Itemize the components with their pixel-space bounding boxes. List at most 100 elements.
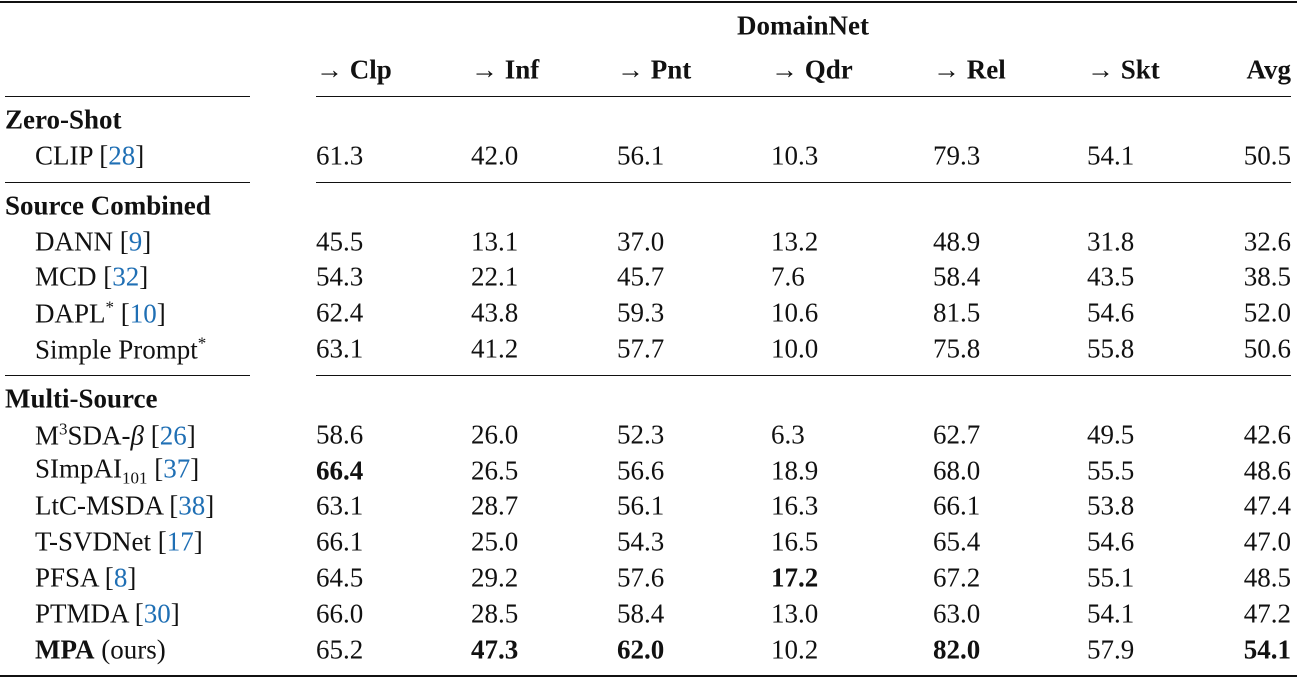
value-cell: 55.1: [1087, 562, 1135, 593]
value-cell: 75.8: [933, 333, 981, 364]
value-cell: 67.2: [933, 562, 981, 593]
value-cell: 17.2: [771, 562, 819, 593]
value-cell: 29.2: [471, 562, 519, 593]
value-cell: 62.0: [617, 634, 665, 665]
value-cell: 49.5: [1087, 419, 1135, 450]
column-header: → Qdr: [771, 56, 853, 84]
rule: [0, 674, 1297, 677]
value-cell: 37.0: [617, 226, 665, 257]
value-cell: 81.5: [933, 297, 981, 328]
value-cell: 48.6: [1243, 455, 1291, 486]
method-part: ]: [156, 298, 166, 329]
method-part: ]: [170, 598, 180, 629]
method-part: 3: [59, 419, 68, 439]
value-cell: 58.6: [316, 419, 364, 450]
method-name: MCD [32]: [35, 263, 148, 291]
method-part: [: [114, 298, 130, 329]
method-part: ]: [190, 453, 200, 484]
value-cell: 6.3: [771, 419, 805, 450]
value-cell: 22.1: [471, 261, 519, 292]
value-cell: 13.2: [771, 226, 819, 257]
value-cell: 54.6: [1087, 297, 1135, 328]
arrow: →: [1087, 54, 1114, 85]
value-cell: 41.2: [471, 333, 519, 364]
value-cell: 28.5: [471, 598, 519, 629]
method-part: SDA-: [67, 420, 131, 451]
value-cell: 47.0: [1243, 526, 1291, 557]
value-cell: 25.0: [471, 526, 519, 557]
column-name: Clp: [349, 54, 392, 85]
value-cell: 52.0: [1243, 297, 1291, 328]
rule: [316, 375, 1291, 376]
value-cell: 56.1: [617, 140, 665, 171]
method-part: [: [143, 420, 160, 451]
method-name: LtC-MSDA [38]: [35, 490, 214, 521]
method-part: 26: [159, 420, 187, 451]
value-cell: 66.1: [316, 526, 364, 557]
value-cell: 26.0: [471, 419, 519, 450]
value-cell: 66.4: [316, 455, 364, 486]
value-cell: 16.5: [771, 526, 819, 557]
method-part: ]: [186, 420, 196, 451]
value-cell: 54.3: [316, 261, 364, 292]
rule: [316, 181, 1291, 183]
method-part: ]: [193, 526, 203, 557]
method-part: DANN [: [35, 226, 129, 257]
value-cell: 10.2: [771, 634, 819, 665]
value-cell: 42.6: [1243, 419, 1291, 450]
rule: [316, 96, 1291, 97]
method-name: M3SDA-β [26]: [35, 420, 196, 449]
value-cell: 58.4: [933, 261, 981, 292]
method-part: M: [35, 420, 60, 451]
method-part: PTMDA [: [35, 598, 144, 629]
value-cell: 64.5: [316, 562, 364, 593]
value-cell: 28.7: [471, 490, 519, 521]
column-header: → Rel: [933, 56, 1006, 84]
value-cell: 61.3: [316, 140, 364, 171]
value-cell: 56.6: [617, 455, 665, 486]
method-part: LtC-MSDA [: [35, 490, 179, 521]
arrow: →: [316, 54, 343, 85]
rule: [0, 1, 1297, 3]
arrow: →: [471, 54, 498, 85]
value-cell: 62.4: [316, 297, 364, 328]
value-cell: 45.7: [617, 261, 665, 292]
value-cell: 65.4: [933, 526, 981, 557]
value-cell: 63.1: [316, 333, 364, 364]
method-part: (ours): [94, 634, 166, 665]
method-name: PTMDA [30]: [35, 600, 180, 627]
column-header: → Pnt: [617, 56, 691, 84]
method-name: Simple Prompt*: [35, 335, 206, 364]
column-header: → Skt: [1087, 54, 1160, 85]
value-cell: 10.6: [771, 297, 819, 328]
value-cell: 26.5: [471, 455, 519, 486]
method-name: CLIP [28]: [35, 142, 144, 169]
value-cell: 59.3: [617, 297, 665, 328]
method-part: 9: [128, 226, 143, 257]
value-cell: 54.3: [617, 526, 665, 557]
method-part: *: [105, 297, 115, 317]
method-name: SImpAI101 [37]: [35, 453, 200, 487]
value-cell: 82.0: [933, 634, 981, 665]
method-part: 38: [178, 490, 206, 521]
value-cell: 48.9: [933, 226, 981, 257]
value-cell: 47.3: [471, 634, 519, 665]
method-part: MPA: [35, 634, 95, 665]
value-cell: 31.8: [1087, 226, 1135, 257]
value-cell: 43.8: [471, 297, 519, 328]
value-cell: 54.1: [1087, 140, 1135, 171]
value-cell: 55.8: [1087, 333, 1135, 364]
value-cell: 56.1: [617, 490, 665, 521]
method-part: *: [197, 333, 207, 353]
value-cell: 63.0: [933, 598, 981, 629]
value-cell: 47.2: [1243, 598, 1291, 629]
value-cell: 54.1: [1243, 634, 1291, 665]
method-part: DAPL: [35, 298, 106, 329]
method-part: 8: [113, 562, 128, 593]
value-cell: 45.5: [316, 226, 364, 257]
value-cell: 53.8: [1087, 490, 1135, 521]
value-cell: 48.5: [1243, 562, 1291, 593]
value-cell: 10.0: [771, 333, 819, 364]
value-cell: 66.0: [316, 598, 364, 629]
